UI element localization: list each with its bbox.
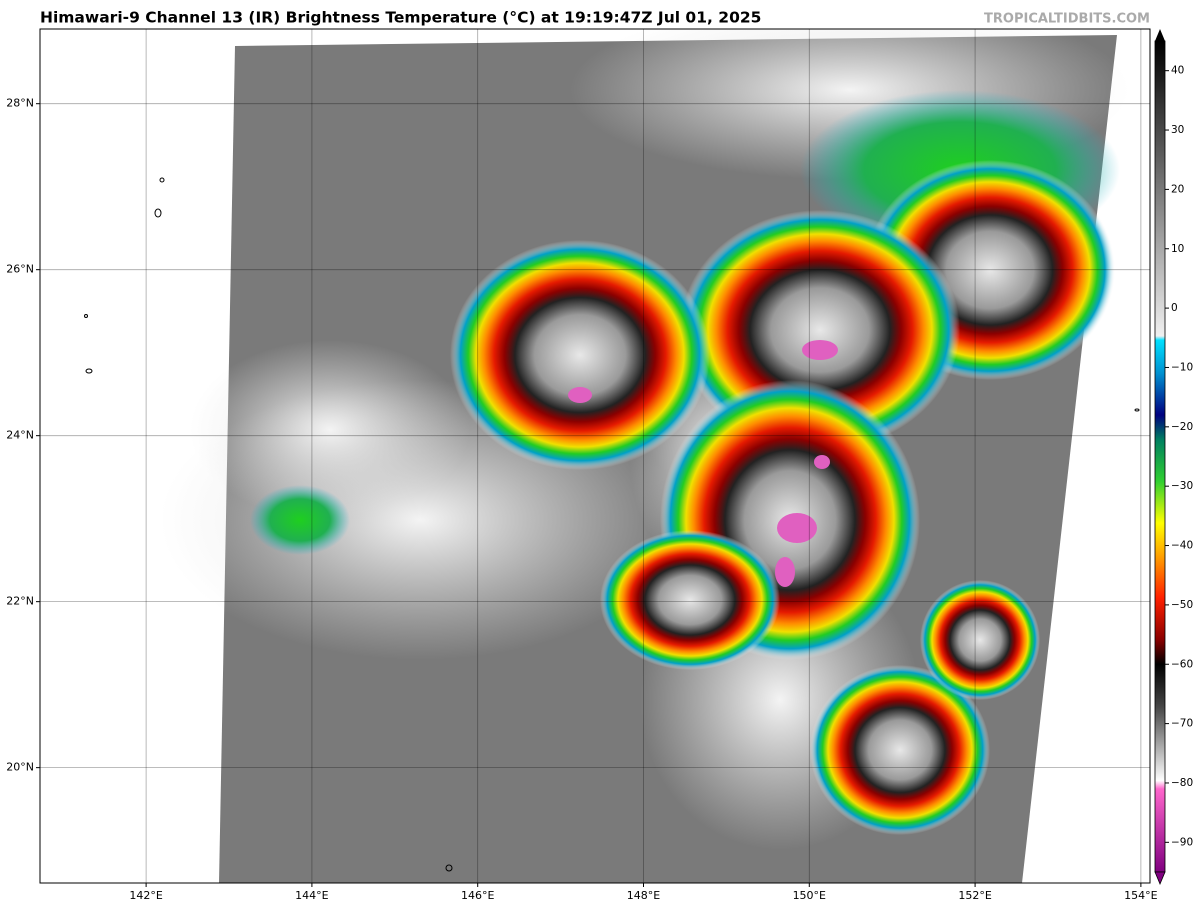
- colorbar-tick-label: 30: [1171, 124, 1184, 136]
- y-tick-label: 26°N: [6, 263, 34, 276]
- axes: 142°E 144°E 146°E 148°E 150°E 152°E 154°E 20°N 2…: [6, 29, 1158, 902]
- x-tick-label: 146°E: [461, 889, 494, 902]
- colorbar-tick-label: −20: [1171, 421, 1193, 433]
- x-tick-label: 154°E: [1124, 889, 1157, 902]
- x-tick-label: 150°E: [793, 889, 826, 902]
- y-tick-label: 20°N: [6, 761, 34, 774]
- y-tick-label: 22°N: [6, 595, 34, 608]
- y-tick-label: 24°N: [6, 429, 34, 442]
- colorbar-body: [1154, 40, 1166, 873]
- y-tick-label: 28°N: [6, 97, 34, 110]
- satellite-imagery: [40, 29, 1150, 883]
- colorbar-tick-label: −40: [1171, 540, 1193, 552]
- colorbar-ticks: −90 −80 −70 −60 −50 −40 −30 −20 −10 0 10 20 30 40: [1165, 65, 1193, 848]
- colorbar-tick-label: 10: [1171, 243, 1184, 255]
- colorbar-tick-label: −60: [1171, 658, 1193, 670]
- colorbar-tick-label: −10: [1171, 361, 1193, 373]
- colorbar-tick-label: 40: [1171, 65, 1184, 77]
- x-tick-label: 142°E: [129, 889, 162, 902]
- x-tick-label: 152°E: [958, 889, 991, 902]
- colorbar-tick-label: −90: [1171, 836, 1193, 848]
- colorbar-tick-label: 20: [1171, 183, 1184, 195]
- map-frame: [39, 28, 1151, 884]
- colorbar-tick-label: −50: [1171, 599, 1193, 611]
- x-tick-label: 144°E: [295, 889, 328, 902]
- colorbar-tick-label: −70: [1171, 718, 1193, 730]
- colorbar-extend-top: [1155, 29, 1165, 41]
- colorbar-extend-bottom: [1154, 871, 1166, 886]
- colorbar: [1154, 29, 1166, 886]
- x-tick-label: 148°E: [627, 889, 660, 902]
- site-watermark: TROPICALTIDBITS.COM: [984, 12, 1150, 27]
- colorbar-tick-label: −30: [1171, 480, 1193, 492]
- colorbar-tick-label: −80: [1171, 777, 1193, 789]
- colorbar-tick-label: 0: [1171, 302, 1178, 314]
- title: Himawari-9 Channel 13 (IR) Brightness Te…: [40, 9, 761, 27]
